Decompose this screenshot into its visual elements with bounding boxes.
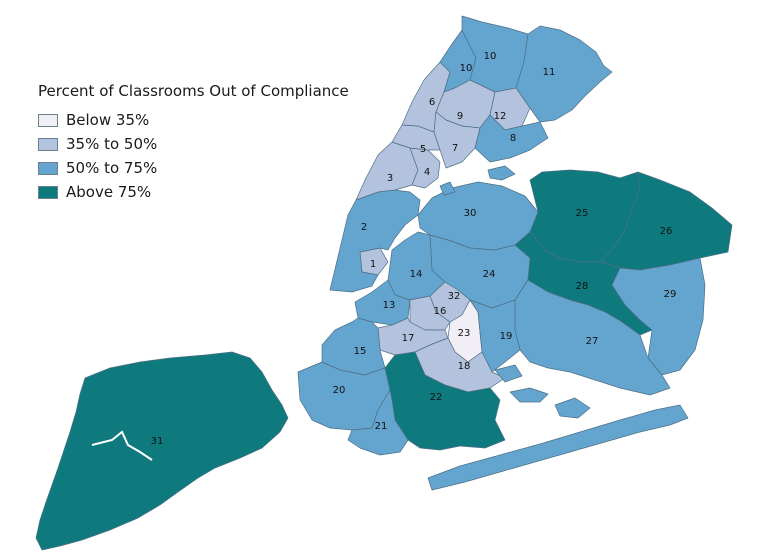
district-label-20: 20 [333,385,346,396]
legend: Percent of Classrooms Out of Compliance … [38,82,349,204]
district-7[interactable] [433,111,481,169]
legend-item-35to50: 35% to 50% [38,132,349,156]
district-label-17: 17 [402,333,415,344]
district-label-27: 27 [586,336,599,347]
district-19[interactable] [469,299,521,373]
legend-label: 35% to 50% [66,135,158,153]
district-label-18: 18 [458,361,471,372]
district-2[interactable] [329,189,421,293]
legend-swatch [38,113,58,127]
legend-item-50to75: 50% to 75% [38,156,349,180]
district-label-32: 32 [448,291,461,302]
district-label-14: 14 [410,269,423,280]
jamaica-bay-island [554,397,591,419]
district-label-7: 7 [452,143,458,154]
district-label-9: 9 [457,111,463,122]
district-29[interactable] [611,257,706,376]
district-8[interactable] [474,114,549,163]
district-label-10b: 10 [460,63,473,74]
district-21[interactable] [347,389,409,456]
district-label-12: 12 [494,111,507,122]
district-label-4: 4 [424,167,430,178]
district-label-16: 16 [434,306,447,317]
district-label-30: 30 [464,208,477,219]
legend-swatch [38,185,58,199]
district-label-19: 19 [500,331,513,342]
district-4[interactable] [409,147,441,189]
legend-label: Above 75% [66,183,152,201]
district-31[interactable] [35,351,289,551]
district-label-22: 22 [430,392,443,403]
district-27[interactable] [514,279,671,396]
district-label-2: 2 [361,222,367,233]
legend-swatch [38,137,58,151]
randalls-island [439,181,456,196]
jamaica-bay-island [494,364,523,383]
district-11[interactable] [515,25,613,123]
district-label-10: 10 [484,51,497,62]
legend-item-above75: Above 75% [38,180,349,204]
district-27-rockaway[interactable] [427,404,689,491]
district-label-25: 25 [576,208,589,219]
legend-label: Below 35% [66,111,150,129]
district-label-21: 21 [375,421,388,432]
district-label-13: 13 [383,300,396,311]
district-label-11: 11 [543,67,556,78]
district-label-29: 29 [664,289,677,300]
district-label-5: 5 [420,144,426,155]
legend-swatch [38,161,58,175]
legend-item-below35: Below 35% [38,108,349,132]
district-label-3: 3 [387,173,393,184]
district-17[interactable] [377,317,449,356]
district-label-31: 31 [151,436,164,447]
district-label-24: 24 [483,269,496,280]
legend-label: 50% to 75% [66,159,158,177]
district-label-6: 6 [429,97,435,108]
district-label-8: 8 [510,133,516,144]
rikers-island [487,165,516,181]
district-label-1: 1 [370,259,376,270]
district-label-15: 15 [354,346,367,357]
district-label-26: 26 [660,226,673,237]
legend-title: Percent of Classrooms Out of Compliance [38,82,349,100]
district-label-23: 23 [458,328,471,339]
district-label-28: 28 [576,281,589,292]
jamaica-bay-island [509,387,549,403]
